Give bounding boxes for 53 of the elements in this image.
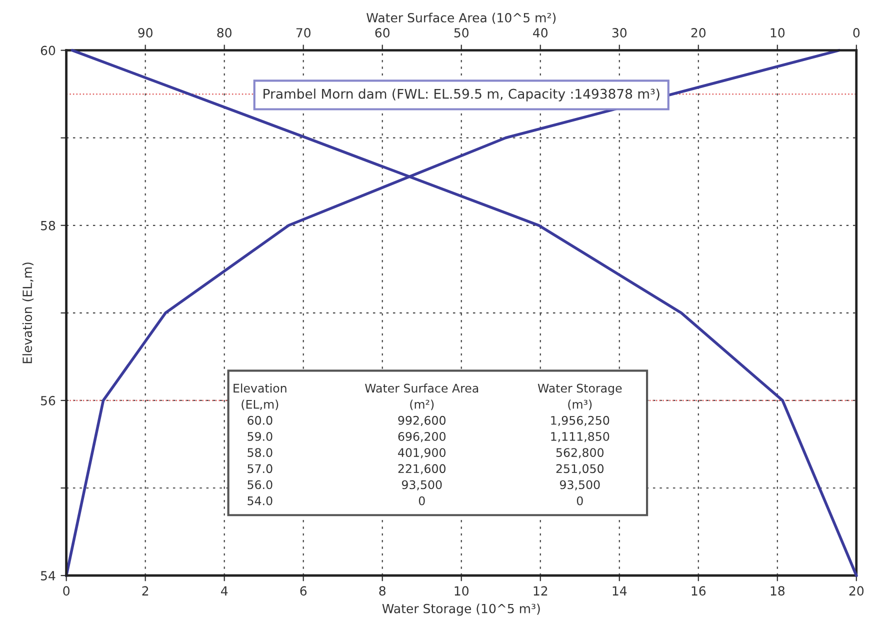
annotation: Elevation (234, 384, 286, 393)
annotation: 93,500 (402, 480, 442, 490)
x-tick-label: 14 (612, 586, 627, 596)
annotation: 221,600 (398, 464, 446, 474)
annotation: 59.0 (248, 432, 272, 441)
annotation: 0 (576, 496, 583, 506)
annotation: 60.0 (248, 416, 272, 425)
x-tick-label: 6 (300, 586, 307, 596)
annotation: Water Surface Area (365, 384, 478, 393)
x-tick-label: 12 (534, 586, 548, 596)
x2-tick-label: 10 (770, 28, 785, 38)
annotation: (EL,m) (242, 400, 278, 410)
x-tick-label: 16 (692, 586, 706, 596)
annotation: 56.0 (248, 480, 272, 490)
x2-tick-label: 30 (612, 28, 627, 38)
annotation: Prambel Morn dam (FWL: EL.59.5 m, Capacity :1493878 m³) (264, 88, 660, 102)
y-axis-title: Elevation (EL,m) (22, 262, 34, 364)
x2-tick-label: 20 (691, 28, 706, 38)
annotation: 992,600 (398, 416, 446, 426)
annotation: 58.0 (248, 448, 272, 458)
annotation: 562,800 (556, 448, 604, 458)
annotation: 401,900 (398, 448, 446, 458)
y-tick-label: 54 (40, 571, 56, 580)
x2-tick-label: 0 (853, 28, 860, 38)
x2-tick-label: 40 (533, 28, 548, 38)
y-tick-label: 56 (40, 396, 56, 406)
x2-axis-title: Water Surface Area (10^5 m²) (366, 12, 556, 24)
x-tick-label: 4 (220, 586, 228, 596)
x2-tick-label: 80 (217, 28, 232, 38)
annotation: (m³) (568, 400, 592, 410)
annotation: 1,111,850 (551, 432, 610, 442)
x-tick-label: 2 (142, 586, 148, 596)
annotation: (m²) (410, 400, 434, 410)
x-tick-label: 0 (63, 586, 70, 596)
x-tick-label: 8 (379, 586, 386, 596)
annotation: 251,050 (556, 464, 604, 474)
x2-tick-label: 70 (296, 28, 310, 38)
annotation: 54.0 (248, 496, 272, 506)
x-axis-title: Water Storage (10^5 m³) (382, 604, 540, 616)
annotation: 93,500 (560, 480, 600, 490)
y-tick-label: 60 (40, 46, 56, 56)
annotation: 0 (418, 496, 425, 506)
x-tick-label: 20 (849, 586, 864, 596)
x2-tick-label: 50 (454, 28, 469, 38)
annotation: Water Storage (538, 384, 622, 395)
annotation: 1,956,250 (551, 416, 610, 426)
x2-tick-label: 90 (138, 28, 152, 38)
y-tick-label: 58 (40, 220, 56, 230)
x2-tick-label: 60 (375, 28, 390, 38)
x-tick-label: 18 (770, 586, 785, 596)
annotation: 696,200 (398, 432, 446, 442)
x-tick-label: 10 (454, 586, 469, 596)
annotation: 57.0 (248, 464, 272, 474)
